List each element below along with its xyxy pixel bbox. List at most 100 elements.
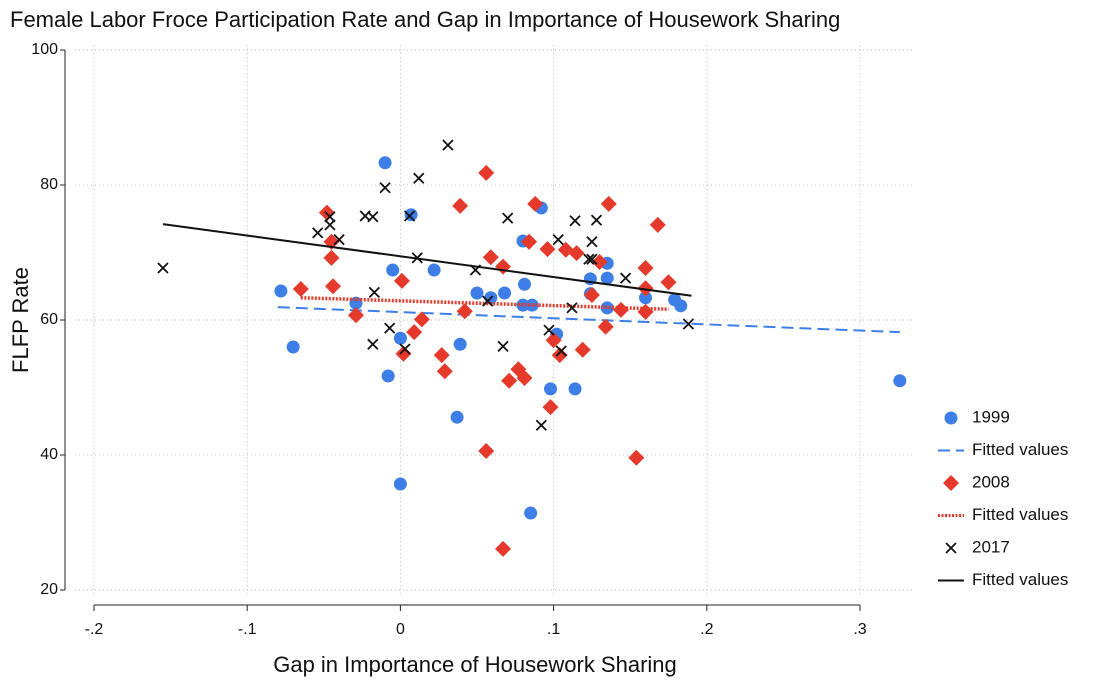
y-axis-label: FLFP Rate [8,267,33,373]
point [637,280,654,297]
point [555,345,567,357]
point [566,302,578,314]
point [674,299,688,313]
y-tick-label: 40 [40,446,58,463]
point [386,263,400,277]
point [639,291,653,305]
y-tick-label: 60 [40,311,58,328]
point [470,286,484,300]
legend-label: 2017 [972,537,1010,556]
point [498,286,512,300]
point [569,215,581,227]
point [586,253,598,265]
point [274,284,288,298]
point [600,301,614,315]
point [442,139,454,151]
y-tick-label: 100 [31,41,58,58]
point [368,286,380,298]
point [478,164,495,181]
point [399,343,411,355]
point [452,197,469,214]
point [406,324,423,341]
point [600,271,614,285]
x-tick-label: 0 [396,621,405,638]
point [413,172,425,184]
point [478,442,495,459]
point [637,260,654,277]
point [574,341,591,358]
fit-line [162,223,692,297]
point [453,337,467,351]
point [403,210,416,222]
point [544,382,558,396]
point [381,369,395,383]
legend-label: 1999 [972,407,1010,426]
point [324,219,336,231]
point [517,277,531,291]
point [292,280,309,297]
point [613,301,630,318]
x-tick-label: -.1 [238,621,257,638]
point [943,475,959,491]
point [583,253,595,265]
point [384,322,396,334]
point [542,399,559,416]
point [395,345,412,362]
point [367,211,379,223]
point [660,274,677,291]
chart-title: Female Labor Froce Participation Rate an… [10,7,840,32]
point [682,318,695,330]
point [393,477,407,491]
point [413,311,430,328]
point [521,233,538,250]
point [539,241,556,258]
point [893,374,907,388]
point [568,382,582,396]
point [497,340,509,352]
y-tick-label: 20 [40,581,58,598]
point [393,331,407,345]
point [324,278,341,295]
x-tick-label: -.2 [85,621,104,638]
point [502,212,514,224]
legend-label: Fitted values [972,505,1068,524]
point [543,324,555,336]
point [495,540,512,557]
point [323,249,340,266]
point [379,182,391,194]
legend-label: Fitted values [972,570,1068,589]
x-tick-label: .1 [547,621,560,638]
point [597,318,614,335]
x-tick-label: .3 [853,621,866,638]
point [590,214,603,226]
point [516,370,533,387]
point [456,303,473,320]
point [944,411,958,425]
point [433,347,450,364]
x-axis-label: Gap in Importance of Housework Sharing [273,652,677,677]
point [286,340,300,354]
point [427,263,441,277]
point [551,347,568,364]
point [157,262,169,274]
point [349,296,363,310]
point [535,419,547,431]
point [312,227,324,239]
point [637,303,654,320]
point [524,506,538,520]
point [583,287,600,304]
point [600,195,617,212]
point [649,216,666,233]
fit-line [277,306,900,334]
point [450,410,464,424]
point [333,234,345,246]
point [436,363,453,380]
point [586,236,598,248]
point [324,211,336,223]
point [545,332,562,349]
point [619,272,632,284]
point [378,156,392,170]
point [552,234,564,246]
point [628,449,645,466]
